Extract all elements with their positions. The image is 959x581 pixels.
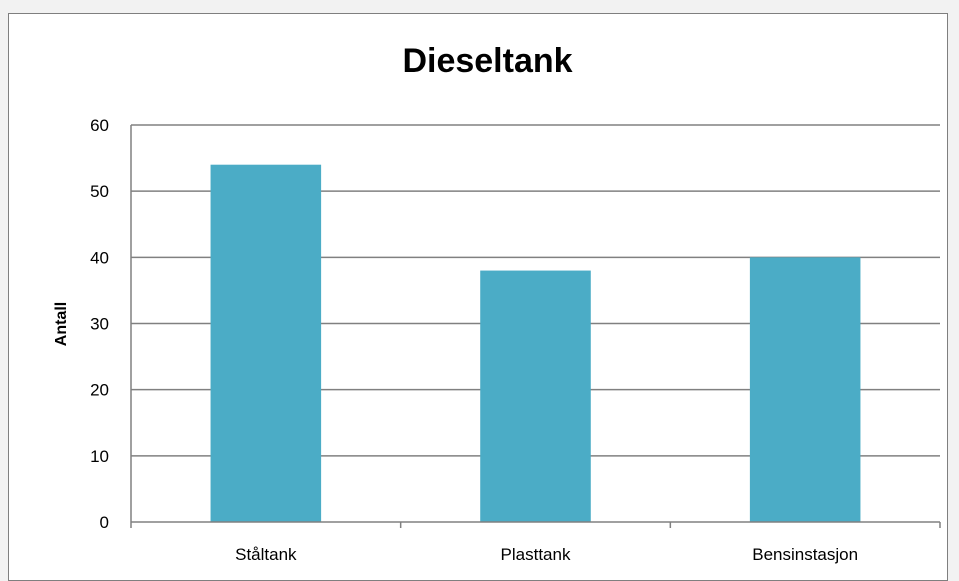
bar-ståltank xyxy=(210,164,322,522)
chart-title: Dieseltank xyxy=(402,42,573,80)
y-tick-label: 40 xyxy=(90,248,109,267)
y-tick-label: 20 xyxy=(90,381,109,400)
y-axis-label: Antall xyxy=(53,302,70,346)
y-tick-label: 50 xyxy=(90,182,109,201)
y-tick-label: 30 xyxy=(90,315,109,334)
bar-layer xyxy=(210,164,861,522)
bar-plasttank xyxy=(480,270,591,522)
y-tick-label: 0 xyxy=(100,513,109,532)
axis-layer: 0 10 20 30 40 50 60 Ståltank Plasttank Bensinstas… xyxy=(90,116,941,564)
x-tick-label: Bensinstasjon xyxy=(752,545,858,564)
y-tick-label: 60 xyxy=(90,116,109,135)
x-tick-label: Plasttank xyxy=(501,545,571,564)
x-tick-label: Ståltank xyxy=(235,545,297,564)
y-tick-label: 10 xyxy=(90,447,109,466)
bar-bensinstasjon xyxy=(749,257,861,522)
